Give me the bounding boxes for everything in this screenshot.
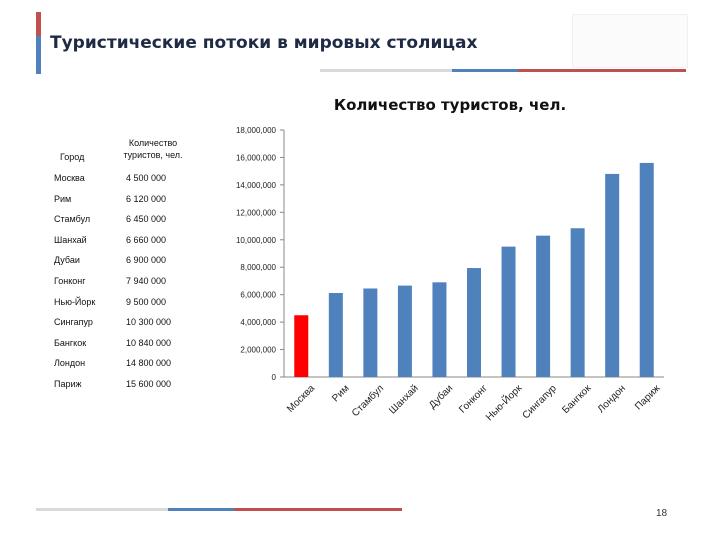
table-row: Рим 6 120 000 bbox=[48, 191, 218, 212]
y-tick-label: 18,000,000 bbox=[236, 126, 277, 135]
y-tick-label: 4,000,000 bbox=[240, 318, 276, 327]
page-number: 18 bbox=[656, 508, 668, 519]
x-tick-label: Рим bbox=[330, 383, 351, 404]
y-tick-label: 0 bbox=[272, 373, 277, 382]
x-tick-label: Лондон bbox=[596, 383, 628, 415]
table-row: Бангкок 10 840 000 bbox=[48, 335, 218, 356]
table-cell-value: 4 500 000 bbox=[126, 173, 167, 183]
x-tick-label: Париж bbox=[633, 383, 663, 413]
table-row: Москва 4 500 000 bbox=[48, 170, 218, 191]
table-cell-value: 6 450 000 bbox=[126, 214, 167, 225]
bar-2 bbox=[328, 293, 343, 377]
table-body: Москва 4 500 000 Рим 6 120 000 Стамбул 6 450 … bbox=[48, 170, 218, 397]
x-tick-label: Нью-Йорк bbox=[483, 381, 525, 423]
y-tick-label: 2,000,000 bbox=[240, 346, 276, 355]
table-cell-value: 7 940 000 bbox=[126, 275, 167, 286]
footer-line-blue bbox=[168, 508, 234, 511]
table-cell-city: Дубаи bbox=[54, 255, 80, 266]
table-cell-value: 15 600 000 bbox=[126, 378, 172, 389]
table-row: Париж 15 600 000 bbox=[48, 376, 218, 397]
decorative-box bbox=[572, 14, 688, 68]
table-header-value-line2: туристов, чел. bbox=[123, 150, 183, 160]
bar-6 bbox=[467, 268, 481, 377]
table-row: Дубаи 6 900 000 bbox=[48, 252, 218, 273]
y-tick-label: 12,000,000 bbox=[236, 208, 277, 217]
table-row: Нью-Йорк 9 500 000 bbox=[48, 294, 218, 315]
table-cell-city: Гонконг bbox=[54, 275, 86, 286]
table-header: Город Количество туристов, чел. bbox=[48, 132, 218, 170]
footer-line-red bbox=[234, 508, 402, 511]
header-underline-grey bbox=[320, 69, 452, 72]
bar-8 bbox=[536, 235, 551, 377]
y-tick-label: 8,000,000 bbox=[240, 263, 276, 272]
table-header-value-line1: Количество bbox=[128, 138, 178, 148]
bar-9 bbox=[570, 228, 585, 377]
bar-4 bbox=[397, 285, 412, 377]
x-tick-label: Бангкок bbox=[560, 383, 593, 416]
table-cell-value: 14 800 000 bbox=[126, 358, 172, 369]
y-tick-label: 6,000,000 bbox=[240, 291, 276, 300]
x-tick-label: Москва bbox=[285, 383, 317, 415]
x-tick-label: Стамбул bbox=[349, 382, 386, 419]
table-cell-city: Рим bbox=[54, 193, 72, 204]
table-cell-city: Сингапур bbox=[54, 317, 93, 328]
table-cell-value: 6 120 000 bbox=[126, 193, 167, 204]
accent-bar-blue bbox=[36, 36, 41, 74]
bar-3 bbox=[363, 288, 378, 377]
table-cell-city: Лондон bbox=[54, 358, 86, 369]
table-cell-city: Нью-Йорк bbox=[54, 296, 96, 307]
table-cell-value: 9 500 000 bbox=[126, 296, 167, 307]
x-tick-label: Гонконг bbox=[457, 383, 490, 416]
header-underline-red bbox=[518, 69, 686, 72]
table-row: Лондон 14 800 000 bbox=[48, 355, 218, 376]
footer-line-grey bbox=[36, 508, 168, 511]
table-header-city: Город bbox=[60, 152, 85, 162]
table-row: Стамбул 6 450 000 bbox=[48, 211, 218, 232]
table-cell-value: 10 840 000 bbox=[126, 337, 172, 348]
y-tick-label: 10,000,000 bbox=[236, 236, 277, 245]
y-tick-label: 14,000,000 bbox=[236, 181, 277, 190]
table-row: Сингапур 10 300 000 bbox=[48, 314, 218, 335]
bar-11 bbox=[639, 162, 654, 377]
table-cell-value: 6 900 000 bbox=[126, 255, 167, 266]
bar-10 bbox=[605, 173, 620, 377]
table-header-value: Количество туристов, чел. bbox=[118, 137, 188, 161]
bar-7 bbox=[501, 246, 516, 377]
table-cell-city: Бангкок bbox=[54, 337, 87, 348]
table-cell-city: Шанхай bbox=[54, 234, 87, 245]
table-cell-value: 10 300 000 bbox=[126, 317, 172, 328]
table-row: Шанхай 6 660 000 bbox=[48, 232, 218, 253]
accent-bar-red bbox=[36, 12, 41, 36]
table-row: Гонконг 7 940 000 bbox=[48, 273, 218, 294]
x-tick-label: Шанхай bbox=[387, 383, 420, 416]
header-underline-blue bbox=[452, 69, 518, 72]
slide-title: Туристические потоки в мировых столицах bbox=[50, 33, 478, 53]
chart-title: Количество туристов, чел. bbox=[333, 96, 567, 114]
table-cell-city: Москва bbox=[54, 173, 85, 183]
data-table: Город Количество туристов, чел. Москва 4 … bbox=[48, 132, 218, 397]
x-tick-label: Дубаи bbox=[426, 382, 455, 411]
table-cell-city: Париж bbox=[54, 378, 82, 389]
table-cell-city: Стамбул bbox=[54, 214, 91, 225]
y-tick-label: 16,000,000 bbox=[236, 153, 277, 162]
bar-5 bbox=[432, 282, 447, 377]
bar-1 bbox=[294, 315, 309, 377]
table-cell-value: 6 660 000 bbox=[126, 234, 167, 245]
x-tick-label: Сингапур bbox=[521, 383, 560, 422]
